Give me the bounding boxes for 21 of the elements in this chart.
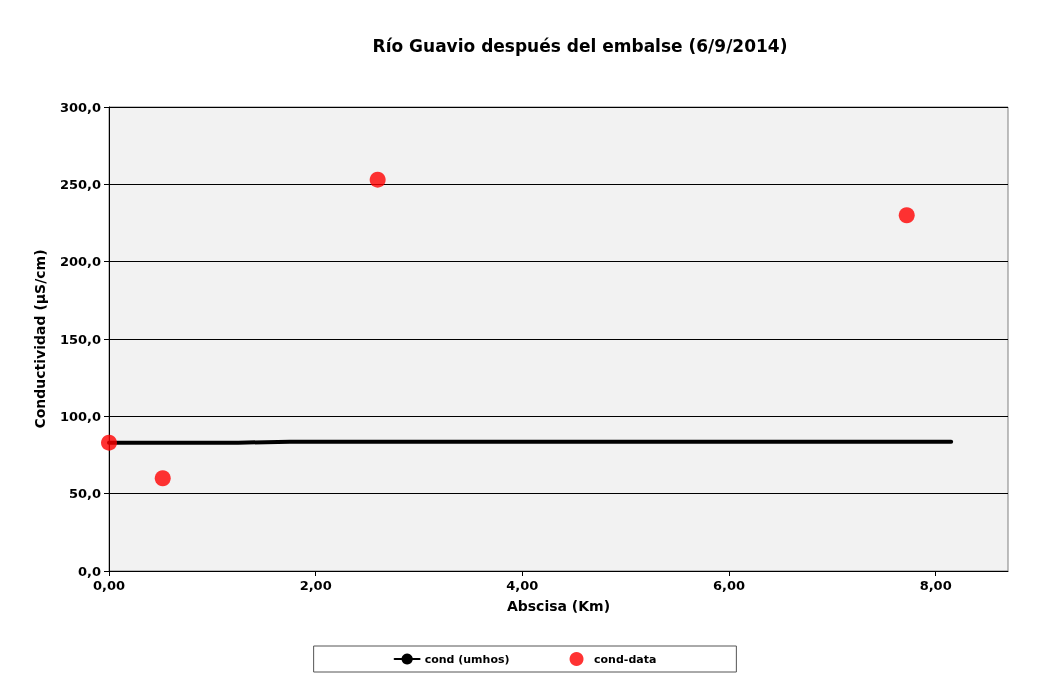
point (369, 171, 386, 188)
x-tick-label: 2,00 (299, 578, 332, 593)
point (154, 470, 171, 487)
legend-label: cond (umhos) (424, 652, 510, 666)
legend-label: cond-data (594, 652, 657, 666)
y-tick-label: 300,0 (59, 99, 101, 115)
y-tick-label: 150,0 (59, 331, 101, 347)
x-axis-title: Abscisa (Km) (506, 598, 611, 614)
y-tick-label: 250,0 (59, 176, 101, 192)
y-tick-label: 200,0 (59, 254, 101, 270)
y-tick-label: 50,0 (68, 486, 101, 502)
y-tick-label: 0,0 (77, 563, 101, 579)
chart-title: Río Guavio después del embalse (6/9/2014) (372, 35, 788, 56)
point (898, 207, 915, 224)
point (101, 434, 117, 451)
x-tick-label: 8,00 (919, 578, 952, 593)
y-axis-title: Conductividad (µS/cm) (32, 249, 48, 429)
x-tick-label: 6,00 (712, 578, 746, 593)
x-tick-label: 4,00 (506, 578, 539, 593)
y-tick-label: 100,0 (59, 408, 101, 424)
x-tick-label: 0,00 (92, 578, 126, 593)
